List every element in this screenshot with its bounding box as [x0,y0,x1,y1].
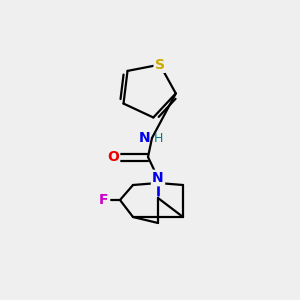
Text: N: N [138,131,150,145]
Text: O: O [107,150,119,164]
Text: S: S [155,58,165,72]
Text: F: F [99,193,109,207]
Text: N: N [152,171,164,185]
Text: H: H [154,131,164,145]
